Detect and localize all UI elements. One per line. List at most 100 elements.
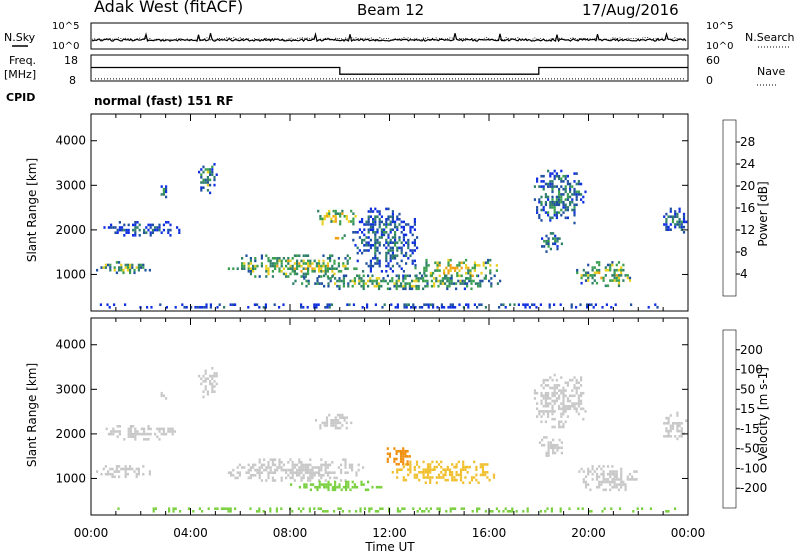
echo-cell: [361, 241, 364, 244]
echo-cell: [433, 277, 436, 280]
x-tick-label: 16:00: [472, 526, 507, 540]
echo-cell: [227, 267, 230, 270]
echo-cell: [549, 219, 552, 222]
echo-cell: [311, 267, 314, 270]
echo-cell: [413, 218, 416, 221]
echo-cell: [553, 389, 556, 392]
echo-cell: [669, 207, 672, 211]
echo-cell: [615, 268, 618, 272]
echo-cell: [406, 462, 409, 466]
echo-cell: [541, 245, 544, 248]
echo-cell: [324, 468, 327, 472]
echo-cell: [600, 483, 603, 486]
echo-cell: [424, 481, 427, 484]
echo-cell: [129, 268, 132, 272]
echo-cell: [429, 478, 432, 482]
echo-cell: [547, 415, 550, 418]
echo-cell: [387, 241, 390, 244]
echo-cell: [591, 281, 594, 285]
echo-cell: [271, 463, 274, 467]
echo-cell: [148, 472, 151, 476]
echo-cell: [587, 279, 590, 282]
echo-cell: [365, 262, 368, 265]
echo-cell: [558, 211, 561, 214]
echo-cell: [322, 270, 325, 273]
echo-cell: [328, 215, 331, 218]
echo-cell: [538, 441, 541, 444]
echo-cell: [427, 264, 430, 267]
echo-cell: [604, 266, 607, 269]
echo-cell: [378, 264, 381, 268]
echo-cell: [386, 447, 389, 450]
echo-cell: [405, 233, 408, 237]
echo-cell: [318, 471, 321, 474]
echo-cell: [289, 468, 292, 472]
echo-cell: [547, 402, 550, 405]
echo-cell: [129, 271, 132, 275]
echo-cell: [275, 507, 278, 510]
echo-cell: [385, 218, 388, 221]
echo-cell: [351, 466, 354, 469]
echo-cell: [590, 510, 593, 513]
echo-cell: [287, 257, 290, 260]
echo-cell: [582, 391, 585, 395]
echo-cell: [553, 386, 556, 390]
echo-cell: [345, 416, 348, 419]
echo-cell: [296, 468, 299, 472]
echo-cell: [566, 384, 569, 387]
echo-cell: [339, 212, 342, 215]
echo-cell: [325, 483, 328, 486]
echo-cell: [402, 220, 405, 224]
echo-cell: [674, 225, 677, 229]
echo-cell: [292, 282, 295, 285]
echo-cell: [302, 259, 305, 263]
echo-cell: [334, 236, 337, 240]
echo-cell: [443, 269, 446, 272]
echo-cell: [628, 472, 632, 476]
colorbar-tick-label: -50: [740, 442, 760, 456]
echo-cell: [558, 446, 561, 450]
echo-cell: [335, 267, 338, 270]
echo-cell: [444, 468, 447, 471]
echo-cell: [573, 384, 576, 387]
echo-cell: [346, 254, 349, 257]
echo-cell: [458, 274, 461, 278]
echo-cell: [320, 282, 323, 285]
echo-cell: [418, 507, 421, 510]
echo-cell: [363, 249, 366, 252]
echo-cell: [333, 259, 336, 263]
echo-cell: [145, 438, 148, 441]
echo-cell: [359, 510, 362, 513]
echo-cell: [347, 480, 350, 484]
echo-cell: [423, 266, 426, 270]
echo-cell: [213, 163, 216, 166]
echo-cell: [613, 274, 616, 277]
echo-cell: [604, 284, 607, 288]
colorbar-tick-label: -200: [740, 481, 767, 495]
echo-cell: [334, 209, 337, 213]
echo-cell: [116, 430, 119, 433]
echo-cell: [402, 455, 405, 458]
echo-cell: [308, 507, 311, 510]
echo-cell: [337, 264, 340, 268]
echo-cell: [462, 261, 465, 265]
echo-cell: [324, 267, 327, 270]
echo-cell: [620, 470, 623, 473]
echo-cell: [569, 378, 572, 382]
echo-cell: [149, 234, 152, 237]
echo-cell: [415, 476, 419, 479]
echo-cell: [149, 432, 152, 436]
echo-cell: [577, 397, 580, 400]
echo-cell: [560, 242, 563, 246]
echo-cell: [394, 257, 397, 260]
echo-cell: [566, 415, 569, 418]
echo-cell: [423, 271, 426, 275]
echo-cell: [158, 427, 161, 431]
echo-cell: [165, 432, 168, 436]
echo-cell: [346, 471, 349, 474]
echo-cell: [559, 507, 562, 510]
echo-cell: [340, 479, 343, 482]
echo-cell: [399, 449, 403, 453]
echo-cell: [360, 277, 363, 280]
echo-cell: [558, 389, 561, 392]
